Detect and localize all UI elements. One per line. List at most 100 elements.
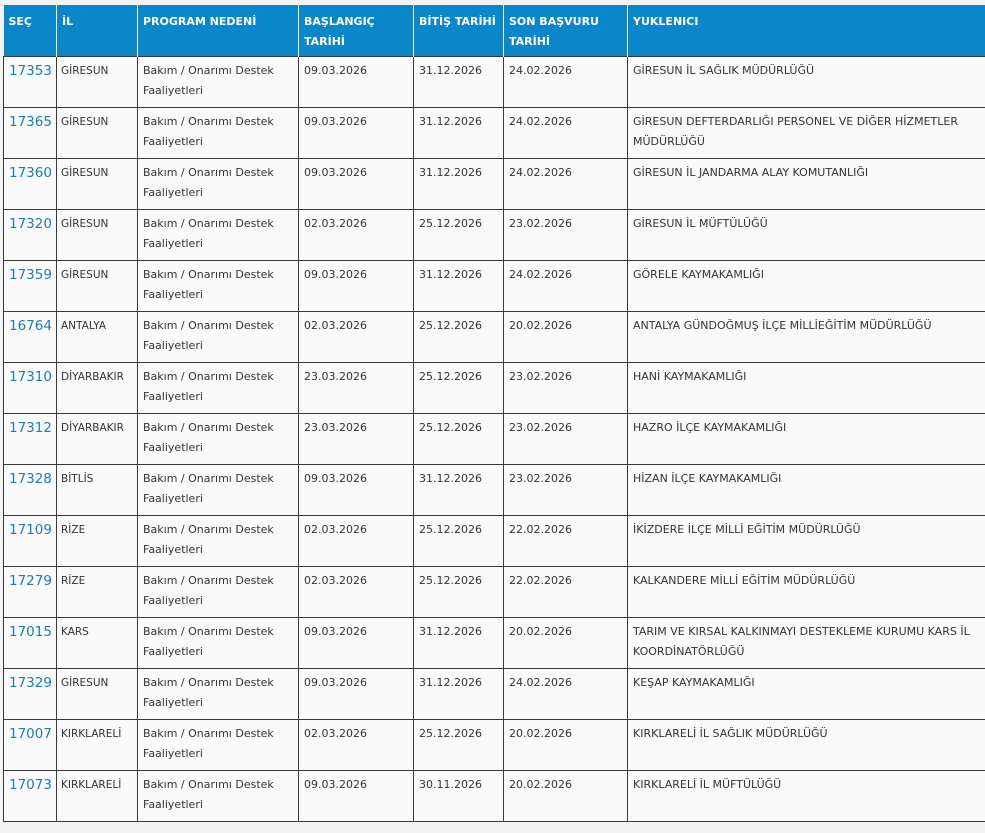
- bitis-cell: 25.12.2026: [413, 311, 504, 363]
- select-link[interactable]: 17359: [9, 267, 52, 283]
- table-row: 17015 KARS Bakım / Onarımı Destek Faaliyet…: [3, 617, 985, 669]
- yuklenici-cell: GİRESUN İL MÜFTÜLÜĞÜ: [627, 209, 985, 261]
- baslangic-cell: 09.03.2026: [298, 260, 414, 312]
- sec-cell: 16764: [3, 311, 57, 363]
- yuklenici-cell: HANİ KAYMAKAMLIĞI: [627, 362, 985, 414]
- table-row: 17329 GİRESUN Bakım / Onarımı Destek Faali…: [3, 668, 985, 720]
- il-cell: DİYARBAKIR: [56, 413, 138, 465]
- table-row: 16764 ANTALYA Bakım / Onarımı Destek Faali…: [3, 311, 985, 363]
- bitis-cell: 25.12.2026: [413, 566, 504, 618]
- son-basvuru-cell: 24.02.2026: [503, 668, 628, 720]
- son-basvuru-cell: 24.02.2026: [503, 107, 628, 159]
- sec-cell: 17109: [3, 515, 57, 567]
- table-row: 17007 KIRKLARELİ Bakım / Onarımı Destek Fa…: [3, 719, 985, 771]
- sec-cell: 17310: [3, 362, 57, 414]
- yuklenici-cell: İKİZDERE İLÇE MİLLİ EĞİTİM MÜDÜRLÜĞÜ: [627, 515, 985, 567]
- select-link[interactable]: 17365: [9, 114, 52, 130]
- il-cell: KIRKLARELİ: [56, 770, 138, 822]
- yuklenici-cell: KALKANDERE MİLLİ EĞİTİM MÜDÜRLÜĞÜ: [627, 566, 985, 618]
- table-row: 17353 GİRESUN Bakım / Onarımı Destek Faali…: [3, 56, 985, 108]
- select-link[interactable]: 17329: [9, 675, 52, 691]
- table-row: 17109 RİZE Bakım / Onarımı Destek Faaliyet…: [3, 515, 985, 567]
- select-link[interactable]: 16764: [9, 318, 52, 334]
- program-nedeni-cell: Bakım / Onarımı Destek Faaliyetleri: [137, 209, 299, 261]
- il-cell: GİRESUN: [56, 107, 138, 159]
- sec-cell: 17353: [3, 56, 57, 108]
- header-il: İL: [56, 5, 138, 57]
- select-link[interactable]: 17073: [9, 777, 52, 793]
- sec-cell: 17360: [3, 158, 57, 210]
- bitis-cell: 25.12.2026: [413, 362, 504, 414]
- table-row: 17312 DİYARBAKIR Bakım / Onarımı Destek Fa…: [3, 413, 985, 465]
- bitis-cell: 31.12.2026: [413, 107, 504, 159]
- baslangic-cell: 09.03.2026: [298, 464, 414, 516]
- select-link[interactable]: 17328: [9, 471, 52, 487]
- sec-cell: 17320: [3, 209, 57, 261]
- select-link[interactable]: 17312: [9, 420, 52, 436]
- il-cell: DİYARBAKIR: [56, 362, 138, 414]
- il-cell: KARS: [56, 617, 138, 669]
- table-row: 17320 GİRESUN Bakım / Onarımı Destek Faali…: [3, 209, 985, 261]
- select-link[interactable]: 17360: [9, 165, 52, 181]
- program-nedeni-cell: Bakım / Onarımı Destek Faaliyetleri: [137, 107, 299, 159]
- son-basvuru-cell: 20.02.2026: [503, 770, 628, 822]
- select-link[interactable]: 17320: [9, 216, 52, 232]
- program-nedeni-cell: Bakım / Onarımı Destek Faaliyetleri: [137, 260, 299, 312]
- baslangic-cell: 09.03.2026: [298, 668, 414, 720]
- select-link[interactable]: 17109: [9, 522, 52, 538]
- yuklenici-cell: KIRKLARELİ İL MÜFTÜLÜĞÜ: [627, 770, 985, 822]
- son-basvuru-cell: 24.02.2026: [503, 158, 628, 210]
- il-cell: GİRESUN: [56, 260, 138, 312]
- sec-cell: 17328: [3, 464, 57, 516]
- yuklenici-cell: GİRESUN DEFTERDARLIĞI PERSONEL VE DİĞER …: [627, 107, 985, 159]
- select-link[interactable]: 17007: [9, 726, 52, 742]
- son-basvuru-cell: 23.02.2026: [503, 209, 628, 261]
- bitis-cell: 25.12.2026: [413, 209, 504, 261]
- il-cell: GİRESUN: [56, 668, 138, 720]
- program-table: SEÇ İL PROGRAM NEDENİ BAŞLANGIÇ TARİHİ B…: [3, 5, 985, 822]
- son-basvuru-cell: 24.02.2026: [503, 56, 628, 108]
- select-link[interactable]: 17353: [9, 63, 52, 79]
- table-row: 17310 DİYARBAKIR Bakım / Onarımı Destek Fa…: [3, 362, 985, 414]
- program-nedeni-cell: Bakım / Onarımı Destek Faaliyetleri: [137, 362, 299, 414]
- il-cell: GİRESUN: [56, 158, 138, 210]
- bitis-cell: 31.12.2026: [413, 158, 504, 210]
- yuklenici-cell: GÖRELE KAYMAKAMLIĞI: [627, 260, 985, 312]
- bitis-cell: 25.12.2026: [413, 719, 504, 771]
- il-cell: RİZE: [56, 566, 138, 618]
- baslangic-cell: 02.03.2026: [298, 311, 414, 363]
- son-basvuru-cell: 20.02.2026: [503, 617, 628, 669]
- sec-cell: 17007: [3, 719, 57, 771]
- bitis-cell: 31.12.2026: [413, 617, 504, 669]
- sec-cell: 17015: [3, 617, 57, 669]
- bitis-cell: 31.12.2026: [413, 668, 504, 720]
- baslangic-cell: 09.03.2026: [298, 56, 414, 108]
- il-cell: RİZE: [56, 515, 138, 567]
- son-basvuru-cell: 24.02.2026: [503, 260, 628, 312]
- sec-cell: 17312: [3, 413, 57, 465]
- sec-cell: 17359: [3, 260, 57, 312]
- select-link[interactable]: 17015: [9, 624, 52, 640]
- table-row: 17365 GİRESUN Bakım / Onarımı Destek Faali…: [3, 107, 985, 159]
- bitis-cell: 30.11.2026: [413, 770, 504, 822]
- select-link[interactable]: 17310: [9, 369, 52, 385]
- bitis-cell: 31.12.2026: [413, 464, 504, 516]
- yuklenici-cell: GİRESUN İL SAĞLIK MÜDÜRLÜĞÜ: [627, 56, 985, 108]
- yuklenici-cell: HİZAN İLÇE KAYMAKAMLIĞI: [627, 464, 985, 516]
- select-link[interactable]: 17279: [9, 573, 52, 589]
- program-nedeni-cell: Bakım / Onarımı Destek Faaliyetleri: [137, 668, 299, 720]
- header-sec: SEÇ: [3, 5, 57, 57]
- header-son-basvuru-tarihi: SON BAŞVURU TARİHİ: [503, 5, 628, 57]
- baslangic-cell: 02.03.2026: [298, 515, 414, 567]
- table-row: 17359 GİRESUN Bakım / Onarımı Destek Faali…: [3, 260, 985, 312]
- table-row: 17360 GİRESUN Bakım / Onarımı Destek Faali…: [3, 158, 985, 210]
- sec-cell: 17365: [3, 107, 57, 159]
- program-nedeni-cell: Bakım / Onarımı Destek Faaliyetleri: [137, 56, 299, 108]
- program-nedeni-cell: Bakım / Onarımı Destek Faaliyetleri: [137, 719, 299, 771]
- table-row: 17328 BİTLİS Bakım / Onarımı Destek Faaliy…: [3, 464, 985, 516]
- yuklenici-cell: GİRESUN İL JANDARMA ALAY KOMUTANLIĞI: [627, 158, 985, 210]
- son-basvuru-cell: 23.02.2026: [503, 413, 628, 465]
- son-basvuru-cell: 20.02.2026: [503, 311, 628, 363]
- yuklenici-cell: ANTALYA GÜNDOĞMUŞ İLÇE MİLLİEĞİTİM MÜDÜR…: [627, 311, 985, 363]
- il-cell: GİRESUN: [56, 56, 138, 108]
